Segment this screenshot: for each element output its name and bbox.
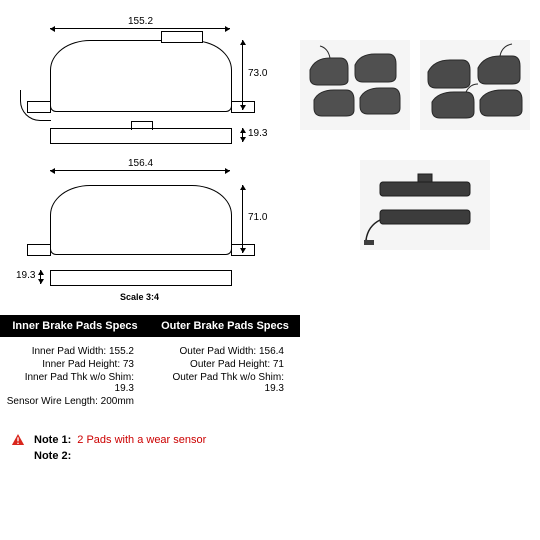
technical-diagram: 155.2 73.0 19.3 156.4 71.0 19.3 Scale 3:…: [10, 20, 270, 310]
product-photo-1: [300, 40, 410, 130]
scale-label: Scale 3:4: [120, 292, 159, 302]
dim-line-outer-thk: [40, 270, 41, 284]
outer-thk-spec: Outer Pad Thk w/o Shim: 19.3: [156, 372, 294, 394]
outer-specs-header: Outer Brake Pads Specs: [150, 315, 300, 337]
warning-icon: [10, 432, 26, 448]
note2-label: Note 2:: [34, 450, 71, 462]
outer-width-spec: Outer Pad Width: 156.4: [156, 346, 294, 357]
dim-inner-height: 73.0: [248, 68, 267, 79]
inner-pad-side: [50, 128, 232, 144]
dim-line-outer-width: [50, 170, 230, 171]
outer-height-spec: Outer Pad Height: 71: [156, 359, 294, 370]
dim-inner-thk: 19.3: [248, 128, 267, 139]
dim-outer-width: 156.4: [128, 158, 153, 169]
dim-outer-thk: 19.3: [16, 270, 35, 281]
inner-height-spec: Inner Pad Height: 73: [6, 359, 144, 370]
page-root: 155.2 73.0 19.3 156.4 71.0 19.3 Scale 3:…: [0, 0, 540, 540]
dim-line-outer-height: [242, 185, 243, 253]
dim-line-inner-thk: [242, 128, 243, 142]
sensor-wire: [20, 90, 51, 121]
inner-pad-clip: [161, 31, 203, 43]
dim-inner-width: 155.2: [128, 16, 153, 27]
outer-pad-outline: [50, 185, 232, 255]
product-photo-3: [360, 160, 490, 250]
pad-stack-icon: [360, 160, 490, 250]
pad-set-icon: [300, 40, 410, 130]
dim-outer-height: 71.0: [248, 212, 267, 223]
outer-pad-side: [50, 270, 232, 286]
note-row-2: Note 2:: [10, 450, 206, 462]
inner-width-spec: Inner Pad Width: 155.2: [6, 346, 144, 357]
inner-specs-header: Inner Brake Pads Specs: [0, 315, 150, 337]
inner-specs-col: Inner Pad Width: 155.2 Inner Pad Height:…: [0, 340, 150, 413]
inner-thk-spec: Inner Pad Thk w/o Shim: 19.3: [6, 372, 144, 394]
outer-pad-spring-left: [27, 244, 51, 256]
specs-body: Inner Pad Width: 155.2 Inner Pad Height:…: [0, 340, 300, 413]
inner-pad-outline: [50, 40, 232, 112]
dim-line-inner-width: [50, 28, 230, 29]
notes-section: Note 1: 2 Pads with a wear sensor Note 2…: [10, 430, 206, 464]
dim-line-inner-height: [242, 40, 243, 110]
product-photo-2: [420, 40, 530, 130]
pad-set-icon-2: [420, 40, 530, 130]
specs-header: Inner Brake Pads Specs Outer Brake Pads …: [0, 315, 300, 337]
note-row-1: Note 1: 2 Pads with a wear sensor: [10, 432, 206, 448]
note1-value: 2 Pads with a wear sensor: [77, 434, 206, 446]
sensor-length-spec: Sensor Wire Length: 200mm: [6, 396, 144, 407]
side-clip: [131, 121, 153, 130]
outer-specs-col: Outer Pad Width: 156.4 Outer Pad Height:…: [150, 340, 300, 413]
note1-label: Note 1:: [34, 434, 71, 446]
